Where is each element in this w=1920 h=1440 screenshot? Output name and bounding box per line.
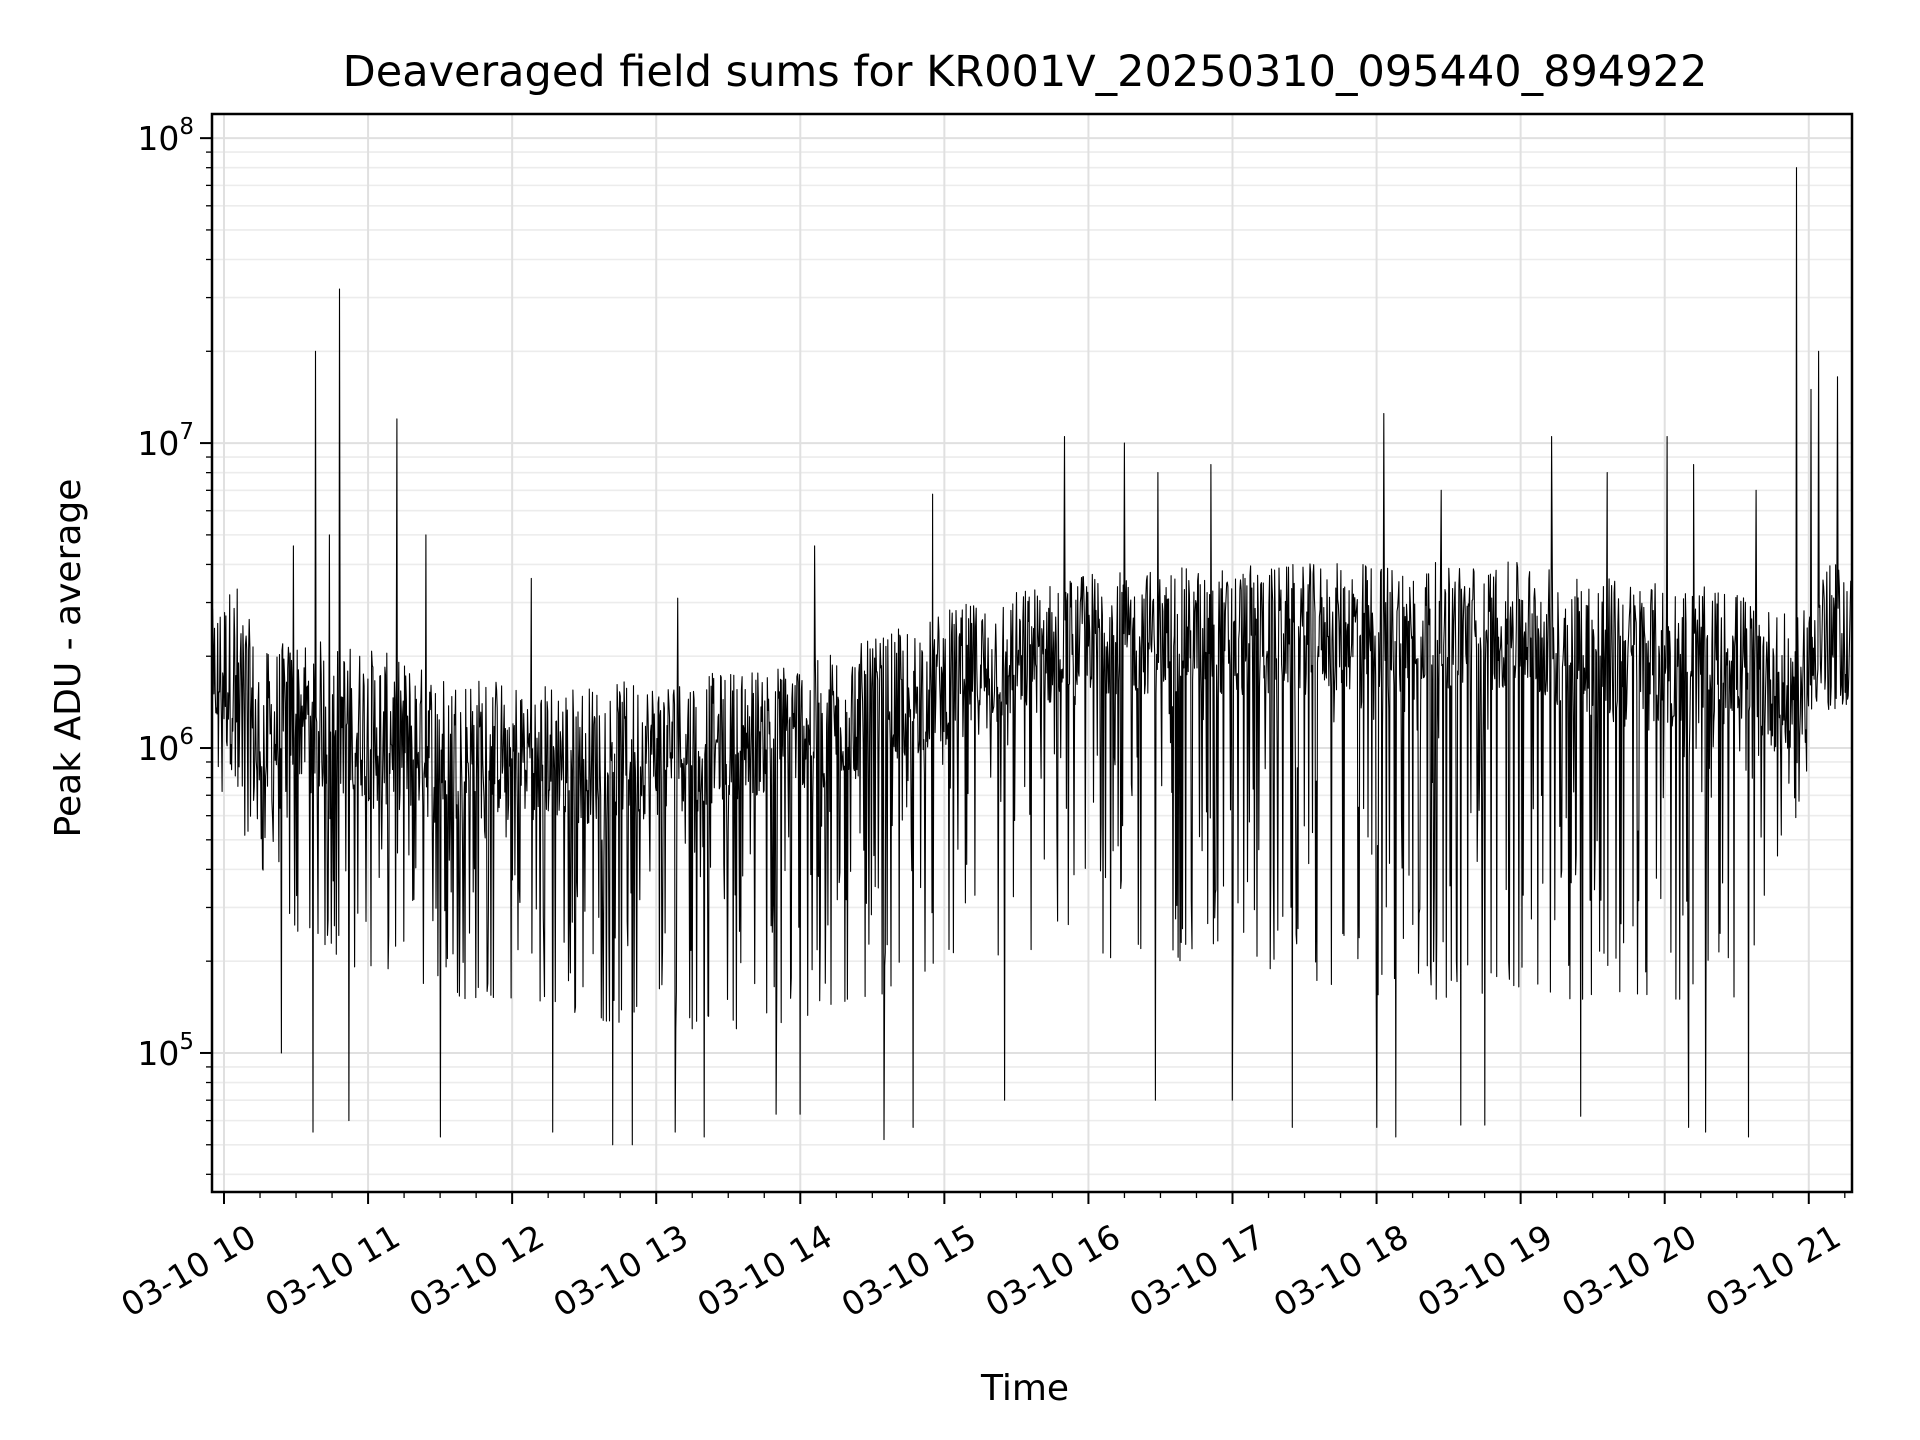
y-tick-label-exponent: 8 xyxy=(179,114,194,140)
x-tick-label: 03-10 16 xyxy=(979,1217,1127,1325)
y-tick-label: 107 xyxy=(137,419,194,463)
y-axis-label: Peak ADU - average xyxy=(48,479,89,838)
y-tick-label-base: 10 xyxy=(137,119,179,158)
series-line xyxy=(211,167,1853,1146)
y-tick-label-base: 10 xyxy=(137,424,179,463)
data-line xyxy=(211,167,1853,1146)
y-tick-label: 106 xyxy=(137,724,194,768)
y-tick-label: 105 xyxy=(137,1029,194,1073)
y-tick-label: 108 xyxy=(137,114,194,158)
x-tick-label: 03-10 18 xyxy=(1267,1217,1415,1325)
y-tick-label-exponent: 6 xyxy=(179,724,194,750)
x-tick-label: 03-10 17 xyxy=(1123,1217,1271,1325)
x-tick-label: 03-10 12 xyxy=(403,1217,551,1325)
x-tick-label: 03-10 14 xyxy=(691,1217,839,1325)
y-tick-label-base: 10 xyxy=(137,1034,179,1073)
x-tick-label: 03-10 20 xyxy=(1555,1217,1703,1325)
y-tick-label-base: 10 xyxy=(137,729,179,768)
plot-frame xyxy=(210,112,1854,1194)
x-tick-label: 03-10 11 xyxy=(258,1217,406,1325)
y-tick-label-exponent: 7 xyxy=(179,419,194,445)
y-tick-label-exponent: 5 xyxy=(179,1029,194,1055)
x-tick-label: 03-10 19 xyxy=(1411,1217,1559,1325)
chart-title: Deaveraged field sums for KR001V_2025031… xyxy=(343,47,1708,97)
x-axis-label: Time xyxy=(980,1368,1069,1409)
x-tick-label: 03-10 13 xyxy=(547,1217,695,1325)
x-tick-label: 03-10 15 xyxy=(835,1217,983,1325)
x-tick-label: 03-10 10 xyxy=(114,1217,262,1325)
x-tick-label: 03-10 21 xyxy=(1699,1217,1847,1325)
